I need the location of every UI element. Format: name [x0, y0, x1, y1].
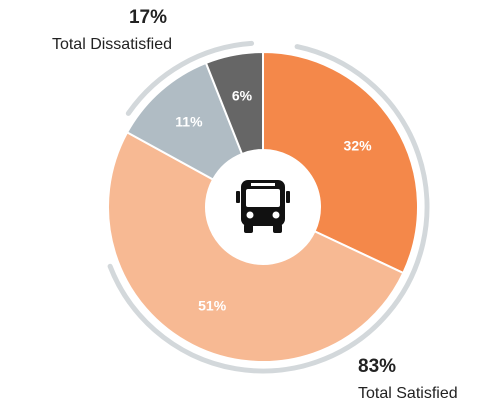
- bus-icon: [236, 180, 290, 233]
- total-satisfied-caption: Total Satisfied: [358, 385, 458, 402]
- bus-mirror-right: [286, 191, 290, 203]
- slice-label: 51%: [198, 297, 227, 313]
- slice-label: 11%: [175, 114, 203, 130]
- bus-window: [246, 189, 280, 207]
- bus-wheel-right: [273, 224, 282, 233]
- total-bracket: [107, 44, 430, 374]
- slice: [107, 130, 405, 363]
- bus-light-left: [246, 211, 254, 219]
- total-bracket: [125, 40, 255, 116]
- total-dissatisfied-value: 17%: [129, 7, 167, 28]
- bus-sign: [251, 183, 275, 186]
- slice: [204, 50, 264, 156]
- bus-light-right: [272, 211, 280, 219]
- slice: [262, 50, 419, 275]
- bus-mirror-left: [236, 191, 240, 203]
- slice-label: 32%: [344, 138, 373, 154]
- bus-wheel-left: [244, 224, 253, 233]
- slice-label: 6%: [232, 88, 253, 104]
- total-dissatisfied-caption: Total Dissatisfied: [52, 36, 172, 53]
- total-satisfied-value: 83%: [358, 356, 396, 377]
